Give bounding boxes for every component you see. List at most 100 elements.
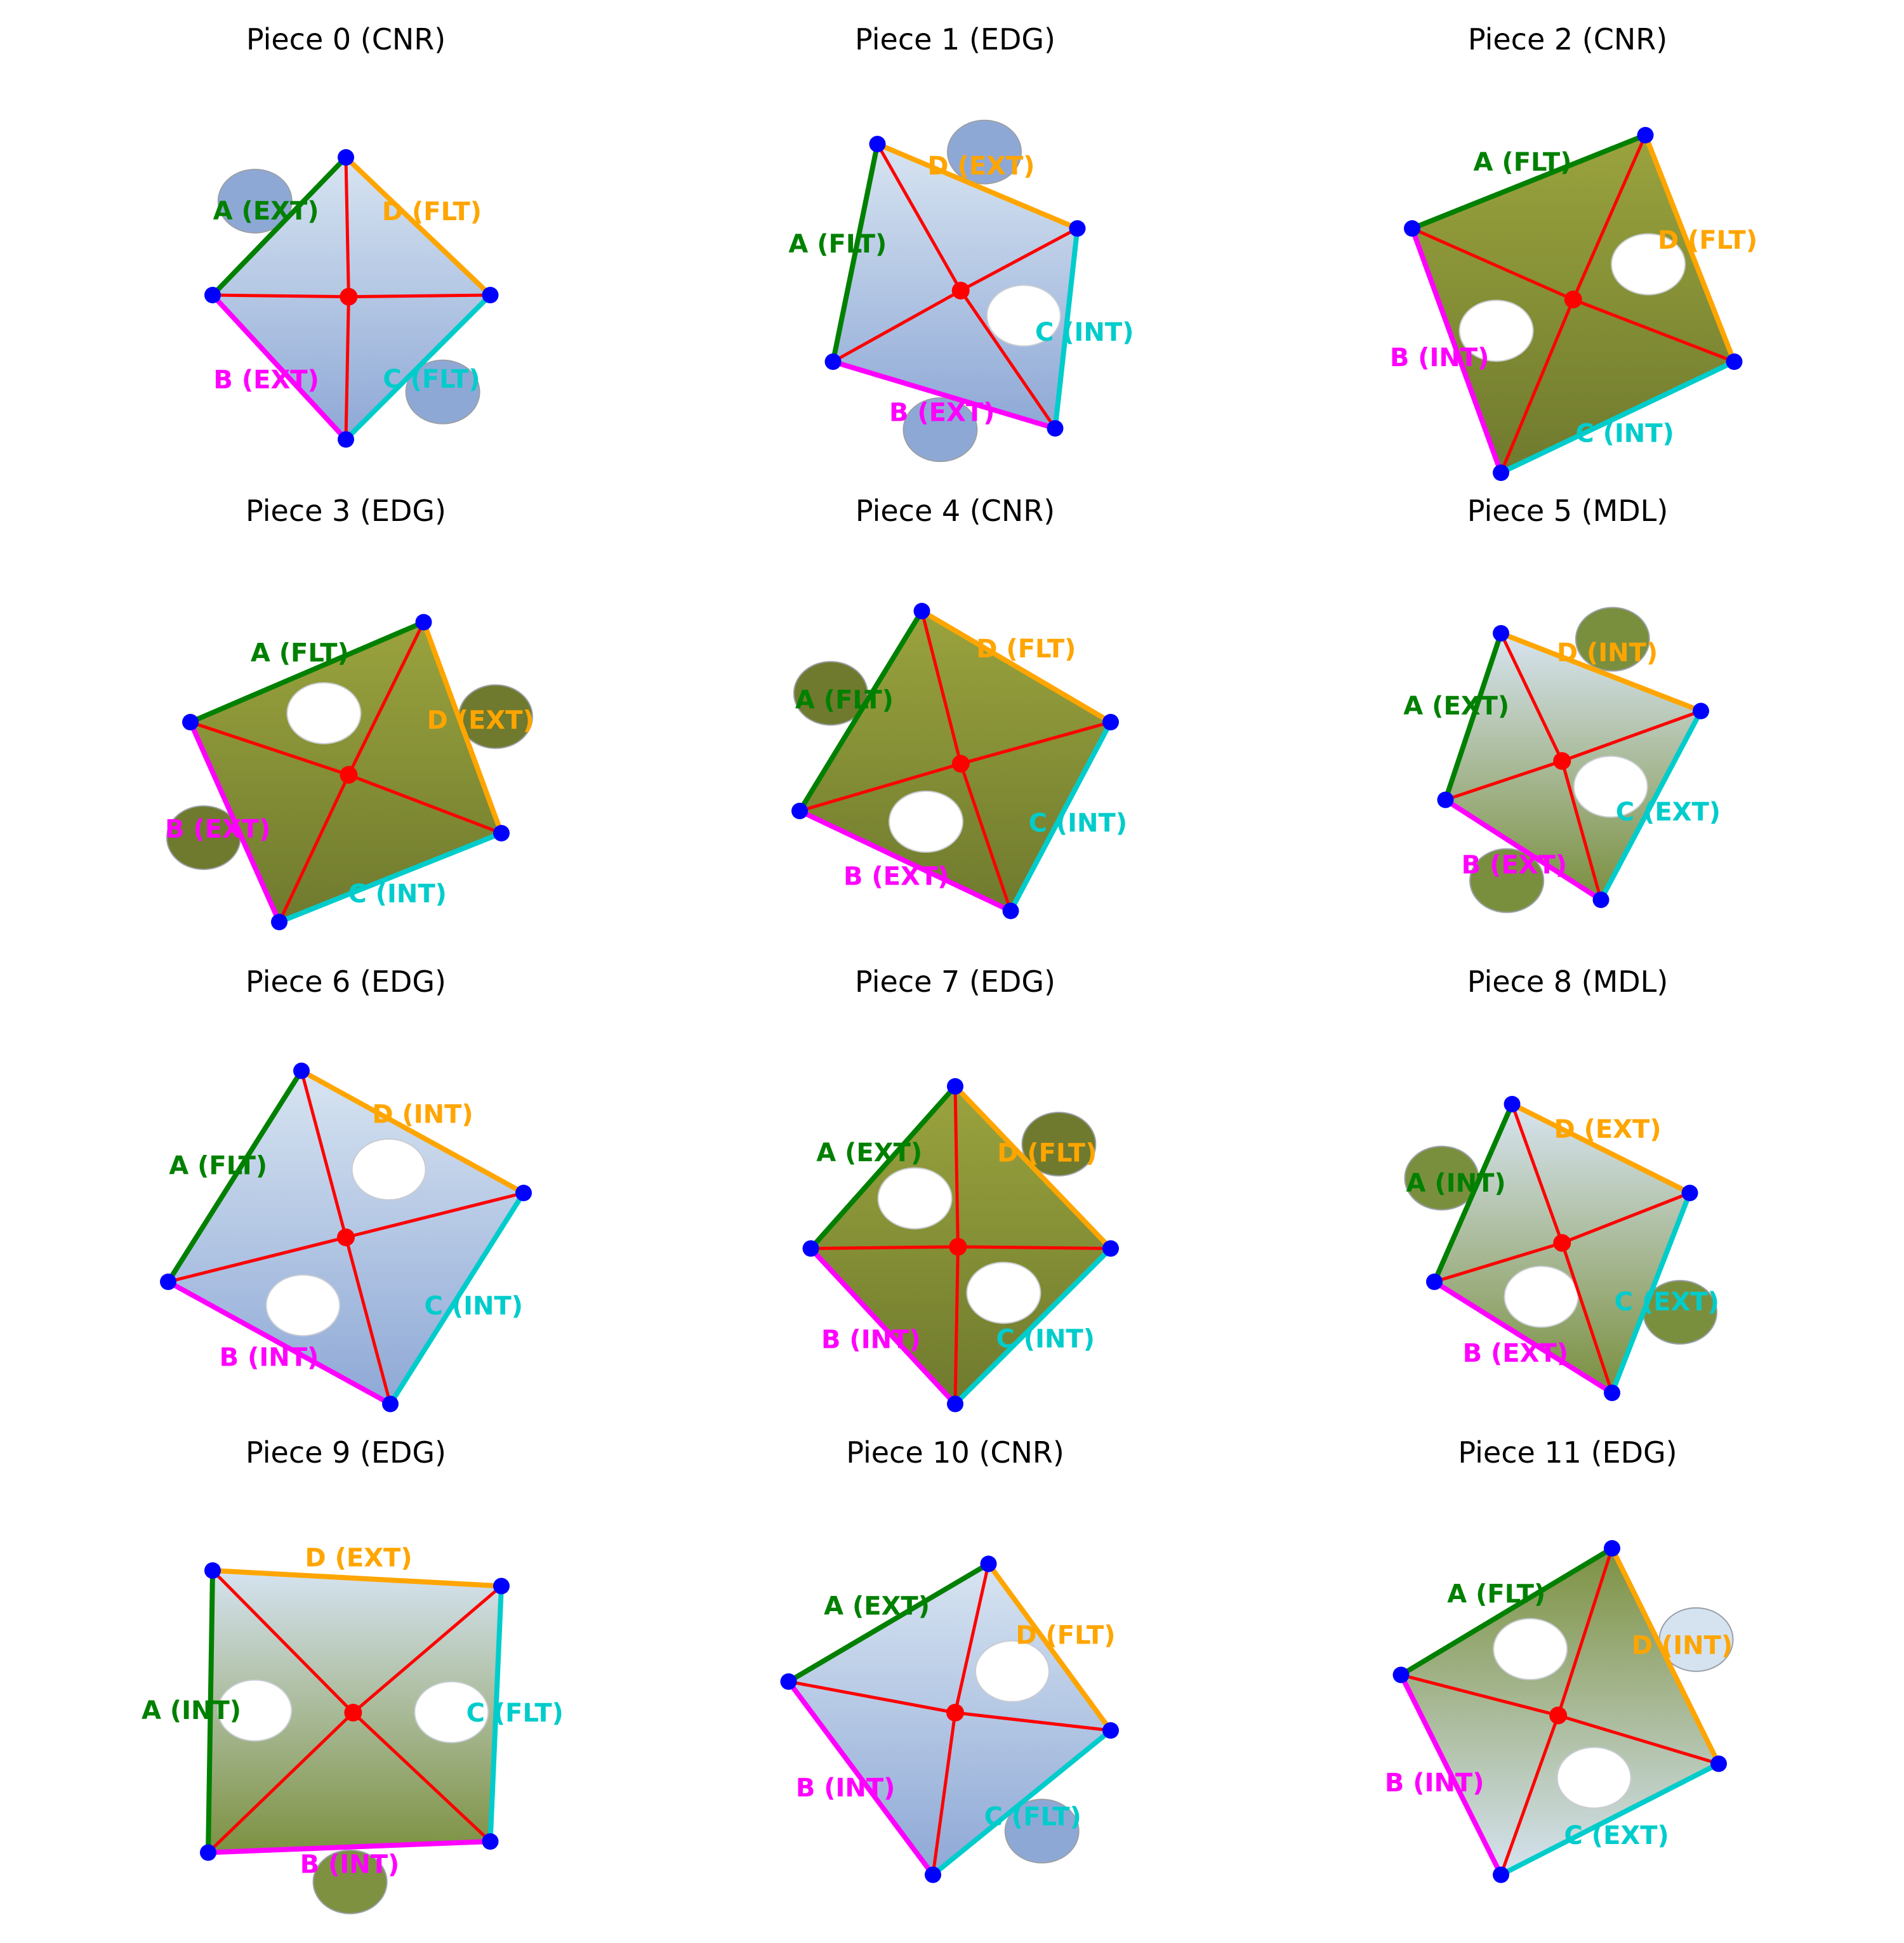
edge-label: A (FLT) — [795, 685, 894, 715]
edge-line — [1052, 226, 1080, 431]
piece-body — [1445, 633, 1701, 900]
corner-point — [293, 1062, 310, 1079]
centroid-spoke — [876, 143, 962, 292]
edge-line — [1498, 359, 1737, 475]
centroid-spoke — [345, 1191, 524, 1239]
centroid-spoke — [348, 293, 491, 299]
edge-label: C (EXT) — [1564, 1821, 1669, 1850]
edge-line — [1598, 708, 1703, 902]
centroid-point — [946, 1704, 964, 1722]
edge-label: D (FLT) — [976, 635, 1076, 664]
piece-socket-hole — [1493, 1617, 1568, 1680]
piece-panel: Piece 4 (CNR) A (FLT) B (EXT) C (INT) D (FLT… — [651, 494, 1260, 1001]
edge-line — [953, 1084, 1113, 1251]
corner-point — [1392, 1666, 1410, 1683]
piece-socket-hole — [265, 1274, 341, 1337]
corner-point — [1493, 464, 1509, 481]
corner-point — [1102, 1240, 1119, 1257]
corner-point — [160, 1274, 176, 1290]
edge-label: B (INT) — [220, 1343, 319, 1373]
centroid-spoke — [958, 1245, 1111, 1250]
centroid-spoke — [1499, 299, 1575, 473]
corner-point — [1437, 791, 1454, 808]
edge-label: C (FLT) — [466, 1699, 564, 1728]
centroid-spoke — [207, 1711, 355, 1854]
edge-label: D (FLT) — [1015, 1621, 1115, 1650]
corner-point — [980, 1555, 997, 1572]
centroid-spoke — [1556, 1548, 1614, 1716]
piece-panel: Piece 9 (EDG) A (INT) B (INT) C (FLT) D (EXT… — [41, 1435, 651, 1943]
piece-socket-hole — [1573, 755, 1648, 818]
centroid-point — [1549, 1706, 1568, 1725]
edge-line — [1643, 133, 1737, 364]
edge-label: A (FLT) — [788, 230, 887, 259]
piece-title: Piece 2 (CNR) — [1467, 22, 1668, 56]
piece-title: Piece 10 (CNR) — [846, 1435, 1064, 1470]
edge-label: A (EXT) — [824, 1592, 930, 1621]
edge-line — [830, 359, 1058, 431]
piece-title: Piece 1 (EDG) — [855, 22, 1055, 56]
piece-socket-hole — [877, 1167, 953, 1230]
centroid-spoke — [832, 289, 962, 364]
piece-diagram: A (INT) B (EXT) C (EXT) D (EXT) — [1404, 1096, 1719, 1401]
centroid-spoke — [1445, 759, 1563, 801]
centroid-spoke — [953, 1086, 960, 1247]
piece-socket-hole — [986, 284, 1061, 347]
piece-diagram: A (FLT) B (INT) C (EXT) D (INT) — [1385, 1540, 1734, 1883]
piece-socket-hole — [889, 790, 964, 853]
edge-line — [786, 1561, 991, 1684]
edge-label: A (EXT) — [1403, 692, 1509, 721]
centroid-spoke — [1560, 1242, 1614, 1393]
edge-line — [421, 619, 504, 836]
piece-panel: Piece 6 (EDG) A (FLT) B (INT) C (INT) D (INT… — [41, 965, 651, 1472]
piece-tab-knob — [793, 661, 868, 726]
centroid-point — [951, 754, 970, 773]
corner-point — [200, 1844, 216, 1861]
corner-point — [515, 1185, 532, 1201]
piece-panel: Piece 7 (EDG) A (EXT) B (INT) C (INT) D (FLT… — [651, 965, 1260, 1472]
edge-line — [1410, 133, 1648, 231]
piece-diagram: A (FLT) B (INT) C (INT) D (FLT) — [1390, 127, 1757, 481]
corner-point — [1710, 1755, 1727, 1772]
piece-diagram: A (FLT) B (EXT) C (INT) D (EXT) — [165, 614, 534, 930]
corner-point — [338, 431, 354, 448]
corner-point — [204, 287, 221, 303]
corner-point — [182, 714, 199, 730]
corner-point — [1102, 1722, 1119, 1739]
edge-line — [1498, 631, 1703, 714]
centroid-spoke — [1572, 298, 1735, 364]
piece-tab-knob — [946, 119, 1022, 185]
centroid-spoke — [344, 1237, 392, 1405]
corner-point — [947, 1078, 963, 1095]
corner-point — [1592, 892, 1610, 908]
centroid-spoke — [799, 762, 962, 813]
edge-line — [986, 1561, 1113, 1733]
piece-socket-hole — [1458, 300, 1534, 362]
edge-line — [1509, 1102, 1693, 1195]
edge-label: A (FLT) — [1474, 148, 1572, 177]
edge-label: B (INT) — [796, 1774, 896, 1803]
centroid-spoke — [953, 1246, 960, 1404]
centroid-spoke — [300, 1070, 348, 1238]
centroid-spoke — [1561, 1191, 1691, 1245]
piece-title: Piece 6 (EDG) — [246, 965, 446, 999]
piece-diagram: A (EXT) B (INT) C (INT) D (FLT) — [802, 1078, 1119, 1413]
piece-socket-hole — [217, 1679, 293, 1742]
piece-title: Piece 3 (EDG) — [246, 494, 446, 528]
centroid-spoke — [1411, 227, 1574, 301]
edge-label: C (INT) — [348, 879, 447, 909]
corner-point — [493, 1577, 510, 1595]
edge-line — [1398, 1672, 1504, 1878]
edge-line — [210, 155, 348, 298]
edge-label: A (INT) — [1406, 1169, 1506, 1198]
centroid-spoke — [920, 610, 963, 765]
centroid-spoke — [788, 1680, 956, 1715]
corner-point — [1047, 420, 1064, 437]
edge-line — [1432, 1102, 1515, 1284]
corner-point — [1102, 714, 1119, 730]
edge-label: B (INT) — [1390, 343, 1490, 372]
edge-label: A (INT) — [142, 1696, 241, 1725]
edge-line — [1610, 1546, 1721, 1767]
corner-point — [482, 1833, 499, 1850]
corner-point — [338, 149, 354, 166]
